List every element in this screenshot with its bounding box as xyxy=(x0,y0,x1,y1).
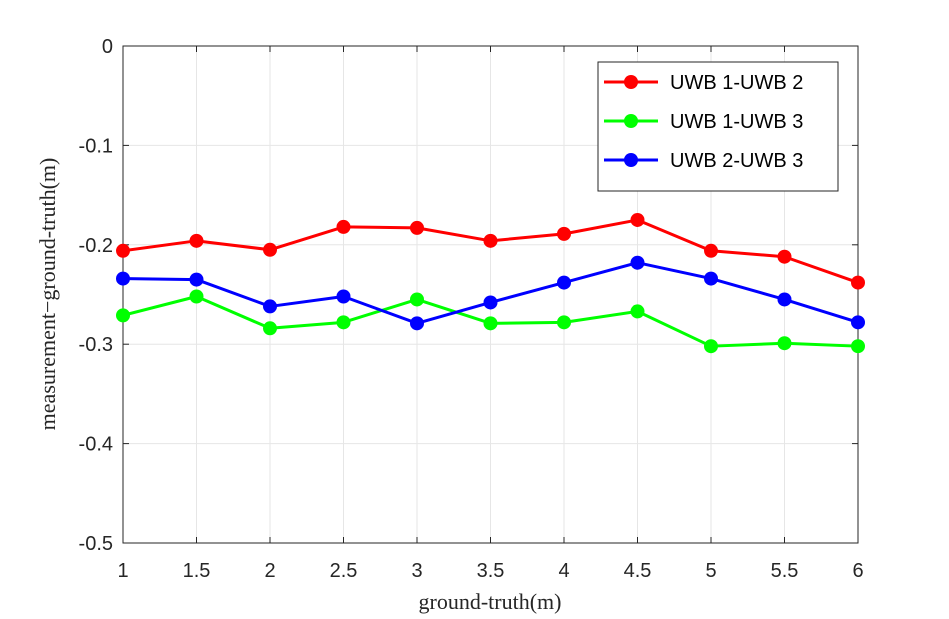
x-tick-label: 4 xyxy=(558,560,569,582)
data-point xyxy=(704,339,718,354)
data-point xyxy=(704,243,718,258)
series-1 xyxy=(116,212,865,290)
x-tick-label: 3 xyxy=(411,560,422,582)
y-tick-label: -0.4 xyxy=(79,434,113,456)
tick-labels: 1 1.5 2 2.5 3 3.5 4 4.5 5 5.5 6 0 -0.1 -0.2 -0.3 -0.4 -0… xyxy=(79,36,864,582)
legend-label: UWB 2-UWB 3 xyxy=(670,150,803,172)
legend-label: UWB 1-UWB 3 xyxy=(670,111,803,133)
data-point xyxy=(777,292,792,307)
data-point xyxy=(851,339,865,354)
x-tick-label: 1.5 xyxy=(183,560,211,582)
y-tick-label: 0 xyxy=(102,36,113,58)
data-point xyxy=(483,295,498,310)
data-point xyxy=(263,299,277,314)
y-tick-label: -0.1 xyxy=(79,135,113,157)
data-point xyxy=(116,271,130,286)
data-point xyxy=(777,336,792,351)
legend-label: UWB 1-UWB 2 xyxy=(670,72,803,94)
data-point xyxy=(557,226,571,241)
legend: UWB 1-UWB 2 UWB 1-UWB 3 UWB 2-UWB 3 xyxy=(597,61,839,192)
x-tick-label: 2 xyxy=(264,560,275,582)
data-point xyxy=(410,292,424,307)
series-2 xyxy=(116,289,865,354)
data-point xyxy=(336,219,351,234)
x-tick-label: 5 xyxy=(705,560,716,582)
y-tick-label: -0.3 xyxy=(79,334,113,356)
legend-item-3: UWB 2-UWB 3 xyxy=(604,150,803,172)
x-tick-label: 4.5 xyxy=(624,560,652,582)
legend-marker xyxy=(624,114,638,128)
legend-marker xyxy=(624,153,638,167)
x-axis-label: ground-truth(m) xyxy=(419,589,562,614)
data-point xyxy=(851,315,865,330)
data-point xyxy=(851,275,865,290)
x-tick-label: 6 xyxy=(852,560,863,582)
data-point xyxy=(557,275,571,290)
legend-marker xyxy=(624,75,638,89)
x-tick-label: 1 xyxy=(117,560,128,582)
data-point xyxy=(336,315,351,330)
y-tick-label: -0.2 xyxy=(79,235,113,257)
data-point xyxy=(483,316,498,331)
data-point xyxy=(116,243,130,258)
data-point xyxy=(483,233,498,248)
data-point xyxy=(189,233,204,248)
data-point xyxy=(777,249,792,264)
axes-box xyxy=(122,45,859,544)
data-point xyxy=(630,212,645,227)
x-tick-label: 5.5 xyxy=(771,560,799,582)
series-3 xyxy=(116,255,865,331)
axes xyxy=(122,45,859,544)
data-point xyxy=(116,308,130,323)
data-point xyxy=(557,315,571,330)
legend-item-1: UWB 1-UWB 2 xyxy=(604,72,803,94)
x-tick-label: 3.5 xyxy=(477,560,505,582)
data-point xyxy=(189,289,204,304)
y-tick-label: -0.5 xyxy=(79,533,113,555)
data-point xyxy=(704,271,718,286)
data-point xyxy=(336,289,351,304)
data-point xyxy=(630,304,645,319)
data-point xyxy=(410,220,424,235)
x-tick-label: 2.5 xyxy=(330,560,358,582)
data-point xyxy=(263,242,277,257)
data-point xyxy=(630,255,645,270)
series xyxy=(116,212,865,354)
legend-item-2: UWB 1-UWB 3 xyxy=(604,111,803,133)
data-point xyxy=(410,316,424,331)
data-point xyxy=(263,321,277,336)
data-point xyxy=(189,272,204,287)
y-axis-label: measurement−ground-truth(m) xyxy=(35,158,60,431)
